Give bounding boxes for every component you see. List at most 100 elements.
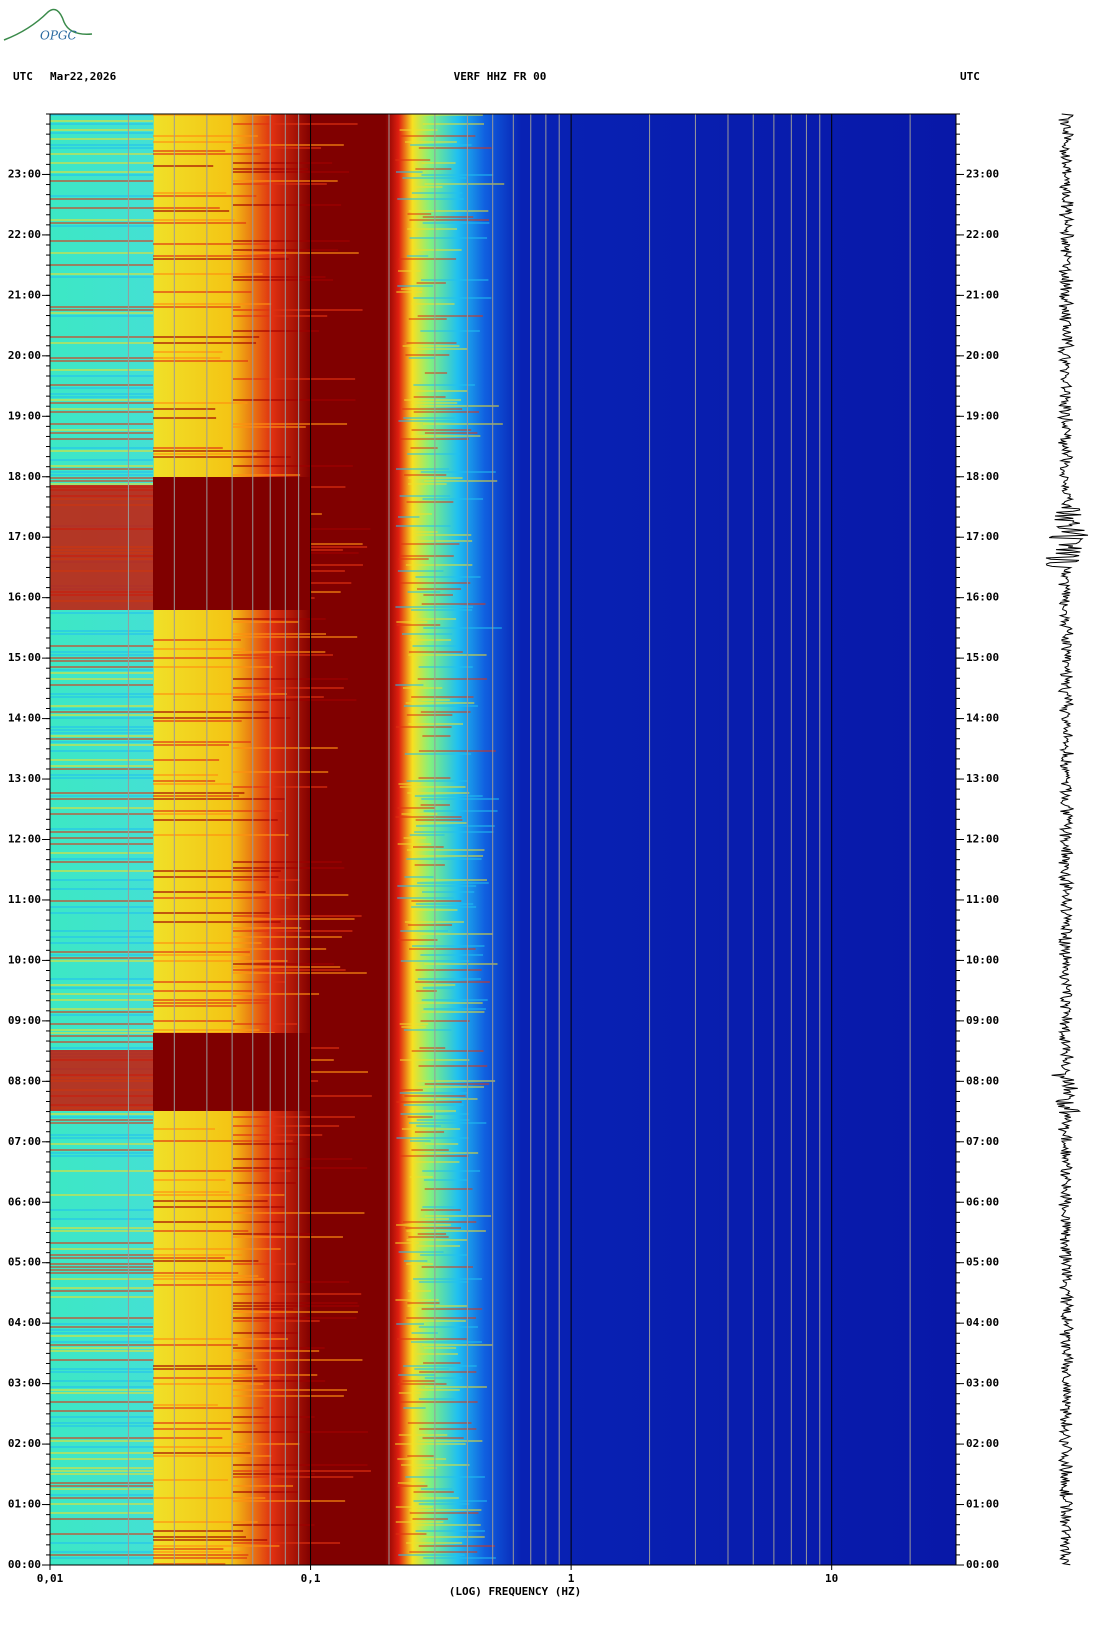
stripe: [410, 447, 438, 449]
stripe: [417, 1233, 447, 1235]
stripe: [50, 1296, 153, 1298]
stripe: [423, 627, 502, 629]
stripe: [50, 1278, 153, 1280]
stripe: [50, 1263, 153, 1265]
stripe: [233, 474, 301, 476]
stripe: [233, 279, 334, 281]
stripe: [397, 285, 434, 287]
stripe: [50, 1149, 153, 1151]
stripe: [400, 1089, 423, 1091]
stripe: [50, 459, 153, 461]
stripe: [50, 264, 153, 266]
stripe: [410, 144, 472, 146]
stripe: [411, 1524, 481, 1526]
stripe: [50, 129, 153, 131]
stripe: [399, 1092, 469, 1094]
stripe: [153, 1254, 242, 1256]
chart-title: VERF HHZ FR 00: [454, 70, 547, 83]
x-tick-label: 0,1: [301, 1572, 321, 1585]
stripe: [409, 948, 476, 950]
stripe: [153, 897, 290, 899]
stripe: [423, 1347, 457, 1349]
stripe: [233, 927, 302, 929]
stripe: [153, 255, 287, 257]
y-tick-label: 05:00: [8, 1256, 41, 1269]
stripe: [50, 423, 153, 425]
stripe: [424, 1188, 473, 1190]
y-tick-label-right: 04:00: [966, 1316, 999, 1329]
stripe: [50, 984, 153, 986]
y-tick-label-right: 00:00: [966, 1558, 999, 1571]
stripe: [410, 1110, 457, 1112]
y-tick-label-right: 14:00: [966, 712, 999, 725]
stripe: [399, 495, 451, 497]
stripe: [420, 471, 496, 473]
stripe: [401, 543, 460, 545]
stripe: [50, 954, 153, 956]
header-date: Mar22,2026: [50, 70, 117, 83]
stripe: [50, 312, 153, 314]
stripe: [50, 660, 153, 662]
stripe: [233, 1416, 315, 1418]
stripe: [396, 1323, 424, 1325]
stripe: [411, 402, 458, 404]
stripe: [50, 1551, 153, 1553]
stripe: [416, 588, 462, 590]
stripe: [408, 483, 447, 485]
stripe: [414, 1368, 450, 1370]
stripe: [50, 1008, 153, 1010]
stripe: [407, 1455, 434, 1457]
stripe: [153, 798, 286, 800]
stripe: [424, 1386, 487, 1388]
y-tick-label-right: 08:00: [966, 1074, 999, 1087]
stripe: [153, 306, 241, 308]
stripe: [50, 672, 153, 674]
y-tick-label: 21:00: [8, 288, 41, 301]
stripe: [50, 375, 153, 377]
stripe: [50, 171, 153, 173]
stripe: [418, 1545, 495, 1547]
stripe: [153, 1272, 239, 1274]
stripe: [396, 1137, 469, 1139]
stripe: [50, 1269, 153, 1271]
stripe: [153, 1029, 260, 1031]
stripe: [409, 639, 452, 641]
stripe: [50, 1248, 153, 1250]
stripe: [50, 696, 153, 698]
stripe: [233, 687, 344, 689]
stripe: [50, 369, 153, 371]
stripe: [411, 303, 455, 305]
stripe: [233, 618, 326, 620]
stripe: [233, 1389, 348, 1391]
stripe: [408, 654, 487, 656]
stripe: [414, 831, 494, 833]
stripe: [50, 1035, 153, 1037]
stripe: [50, 225, 153, 227]
stripe: [153, 222, 247, 224]
stripe: [418, 1281, 469, 1283]
y-tick-label-right: 09:00: [966, 1014, 999, 1027]
stripe: [50, 693, 153, 695]
stripe: [50, 1422, 153, 1424]
stripe: [233, 162, 333, 164]
stripe: [416, 282, 446, 284]
stripe: [50, 252, 153, 254]
stripe: [153, 657, 275, 659]
stripe: [50, 1401, 153, 1403]
stripe: [419, 933, 493, 935]
x-axis-label: (LOG) FREQUENCY (HZ): [449, 1585, 581, 1598]
stripe: [415, 168, 452, 170]
stripe: [412, 846, 444, 848]
stripe: [410, 1140, 431, 1142]
stripe: [153, 876, 279, 878]
stripe: [400, 288, 423, 290]
stripe: [153, 1437, 223, 1439]
stripe: [411, 429, 472, 431]
stripe: [153, 291, 252, 293]
stripe: [417, 678, 487, 680]
stripe: [153, 951, 250, 953]
y-tick-label-right: 21:00: [966, 288, 999, 301]
stripe: [415, 540, 473, 542]
stripe: [153, 1338, 288, 1340]
header-utc-right: UTC: [960, 70, 980, 83]
